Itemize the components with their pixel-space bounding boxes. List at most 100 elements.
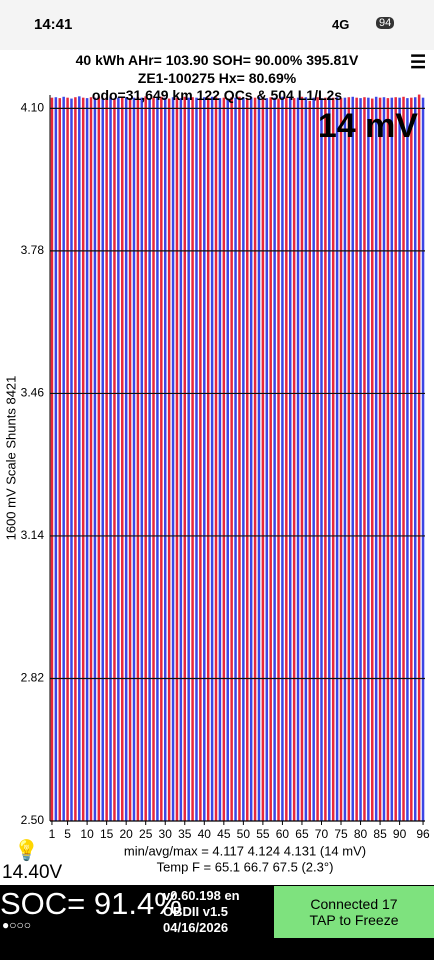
x-tick-label: 40 bbox=[198, 827, 212, 841]
bar bbox=[203, 97, 206, 822]
bar bbox=[199, 98, 202, 821]
page-dots: ●○○○ bbox=[2, 918, 31, 932]
x-tick-label: 60 bbox=[276, 827, 290, 841]
time: 14:41 bbox=[34, 16, 73, 33]
network: 4G bbox=[332, 17, 350, 32]
bar bbox=[234, 97, 237, 822]
bar bbox=[78, 96, 81, 822]
x-tick-label: 45 bbox=[217, 827, 231, 841]
y-tick-label: 4.10 bbox=[21, 101, 45, 115]
x-tick-label: 80 bbox=[354, 827, 368, 841]
bar bbox=[285, 97, 288, 822]
bar bbox=[54, 97, 58, 822]
bar bbox=[140, 97, 144, 822]
bar bbox=[277, 98, 280, 822]
tap-label: TAP to Freeze bbox=[309, 912, 399, 928]
x-tick-label: 25 bbox=[139, 827, 153, 841]
bar bbox=[351, 96, 354, 821]
bar bbox=[328, 96, 331, 821]
bar bbox=[246, 98, 249, 821]
bar bbox=[156, 97, 159, 822]
bar bbox=[363, 97, 366, 822]
bar bbox=[136, 97, 140, 822]
bar bbox=[175, 97, 179, 822]
bar bbox=[210, 96, 214, 821]
bar bbox=[70, 98, 73, 822]
bar bbox=[89, 97, 93, 822]
bulb-icon[interactable]: 💡 bbox=[14, 840, 39, 862]
x-tick-label: 15 bbox=[100, 827, 114, 841]
bar bbox=[339, 98, 343, 821]
bar bbox=[230, 97, 233, 822]
bar bbox=[300, 96, 304, 821]
bar bbox=[93, 97, 97, 822]
bar bbox=[374, 96, 378, 821]
bar bbox=[101, 98, 104, 821]
bar bbox=[191, 97, 194, 822]
bar bbox=[183, 96, 187, 821]
bar bbox=[144, 96, 147, 822]
status-bar bbox=[0, 0, 434, 50]
stats: min/avg/max = 4.117 4.124 4.131 (14 mV) bbox=[124, 843, 366, 858]
bar bbox=[343, 97, 347, 822]
bar bbox=[218, 98, 222, 821]
bar bbox=[66, 97, 69, 822]
x-tick-label: 55 bbox=[256, 827, 270, 841]
bar bbox=[296, 97, 300, 822]
header-line: 40 kWh AHr= 103.90 SOH= 90.00% 395.81V bbox=[75, 52, 359, 68]
bar bbox=[367, 97, 370, 822]
bar bbox=[273, 97, 276, 822]
bar bbox=[195, 97, 198, 822]
bar bbox=[242, 97, 245, 822]
bar bbox=[167, 98, 171, 822]
connected: Connected 17 bbox=[310, 896, 398, 912]
bar bbox=[81, 97, 85, 822]
x-tick-label: 5 bbox=[64, 827, 71, 841]
bar bbox=[398, 97, 401, 822]
x-tick-label: 70 bbox=[315, 827, 329, 841]
bar bbox=[402, 96, 405, 821]
bar bbox=[359, 98, 362, 821]
y-tick-label: 3.46 bbox=[21, 386, 45, 400]
x-tick-label: 85 bbox=[373, 827, 387, 841]
bar bbox=[331, 97, 335, 822]
bar bbox=[382, 97, 386, 822]
version: v0.60.198 en bbox=[163, 888, 240, 903]
menu-button[interactable]: ☰ bbox=[410, 52, 427, 72]
bar bbox=[378, 97, 382, 822]
y-tick-label: 3.14 bbox=[21, 528, 45, 542]
bar bbox=[308, 100, 312, 822]
bar bbox=[113, 98, 116, 822]
battery: 94 bbox=[376, 17, 395, 29]
freeze-button[interactable]: Connected 17 TAP to Freeze bbox=[274, 886, 434, 938]
chart: 2.50 2.82 3.14 3.46 3.78 4.10 1 5 10 15 20 25 30 35 40… bbox=[3, 94, 430, 874]
bar bbox=[85, 98, 89, 821]
bar bbox=[171, 97, 175, 822]
bar bbox=[206, 97, 210, 822]
bar bbox=[421, 97, 425, 822]
bar bbox=[355, 97, 358, 822]
bar bbox=[320, 98, 323, 821]
x-tick-label: 30 bbox=[159, 827, 173, 841]
bar bbox=[163, 97, 167, 822]
bar bbox=[292, 98, 296, 821]
bar bbox=[410, 97, 413, 822]
bar bbox=[128, 98, 132, 821]
bar bbox=[238, 96, 241, 821]
bar bbox=[261, 97, 265, 822]
bar bbox=[62, 96, 65, 821]
bar bbox=[316, 97, 319, 822]
bar bbox=[394, 97, 397, 822]
x-tick-label: 96 bbox=[416, 827, 430, 841]
x-tick-label: 10 bbox=[80, 827, 94, 841]
x-tick-label: 65 bbox=[295, 827, 309, 841]
temps: Temp F = 65.1 66.7 67.5 (2.3°) bbox=[157, 859, 334, 874]
bar bbox=[226, 98, 229, 822]
x-tick-label: 90 bbox=[393, 827, 407, 841]
bar bbox=[109, 97, 112, 822]
bar bbox=[335, 97, 339, 822]
bar bbox=[117, 97, 120, 822]
bar bbox=[390, 97, 394, 822]
